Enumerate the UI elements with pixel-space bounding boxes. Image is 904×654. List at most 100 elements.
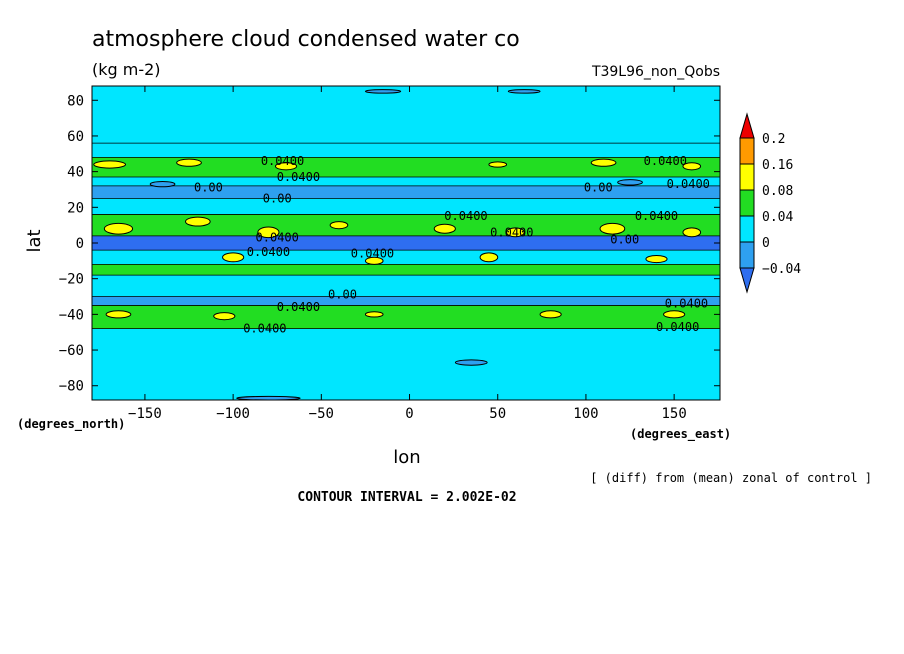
zonal-band	[92, 235, 720, 251]
contour-patch	[507, 89, 541, 94]
colorbar-bin	[739, 163, 755, 191]
colorbar-under-arrow	[739, 267, 755, 294]
contour-interval: CONTOUR INTERVAL = 2.002E-02	[297, 490, 516, 505]
y-tick-label: −60	[59, 343, 84, 359]
zonal-band	[92, 214, 720, 236]
colorbar-bin	[739, 137, 755, 165]
contour-label: 0.00	[584, 181, 613, 195]
x-tick-label: −50	[309, 406, 334, 422]
y-axis: 80 60 40 20 0 −20 −40 −60 −80	[59, 93, 720, 395]
colorbar-over-arrow	[739, 112, 755, 139]
contour-label: 0.0400	[277, 170, 320, 184]
y-tick-label: 0	[76, 236, 84, 252]
contour-patch	[149, 180, 176, 188]
y-tick-label: 20	[67, 200, 84, 216]
contour-patch	[103, 222, 134, 235]
contour-patch	[257, 226, 280, 239]
x-tick-label: 150	[661, 406, 686, 422]
contour-patch	[213, 312, 236, 321]
x-axis: −150 −100 −50 0 50 100 150	[128, 86, 687, 422]
colorbar: 0.2 0.16 0.08 0.04 0 −0.04	[739, 112, 801, 294]
y-tick-label: −20	[59, 272, 84, 288]
contour-label: 0.00	[610, 232, 639, 246]
contour-label: 0.00	[263, 191, 292, 205]
contour-label: 0.0400	[261, 154, 304, 168]
contour-label: 0.00	[328, 288, 357, 302]
y-unit-label: (degrees_north)	[17, 417, 125, 432]
contour-label: 0.0400	[247, 245, 290, 259]
contour-patch	[682, 227, 702, 238]
x-unit-label: (degrees_east)	[630, 427, 731, 442]
zonal-band	[92, 143, 720, 158]
contour-patch	[236, 395, 301, 401]
zonal-band	[92, 250, 720, 265]
contour-label: 0.0400	[665, 297, 708, 311]
contour-patch	[488, 161, 508, 168]
contour-label: 0.0400	[243, 322, 286, 336]
contour-label: 0.0400	[635, 209, 678, 223]
contour-patch	[590, 158, 617, 167]
colorbar-bin	[739, 215, 755, 243]
colorbar-label: 0.2	[762, 132, 785, 147]
zonal-band	[92, 157, 720, 177]
x-tick-label: −150	[128, 406, 162, 422]
contour-patch	[539, 310, 562, 319]
y-tick-label: −80	[59, 379, 84, 395]
plot-area: 0.04000.04000.000.000.04000.04000.04000.…	[91, 85, 721, 401]
contour-patch	[364, 311, 384, 318]
contour-patch	[433, 223, 456, 234]
contour-label: 0.0400	[277, 300, 320, 314]
zonal-band	[92, 86, 720, 144]
contour-patch	[506, 227, 525, 238]
chart-units: (kg m-2)	[92, 60, 161, 79]
colorbar-label: 0.16	[762, 158, 793, 173]
y-tick-label: 40	[67, 165, 84, 181]
contour-patch	[176, 158, 202, 167]
contour-patch	[184, 216, 211, 227]
contour-patch	[599, 222, 626, 235]
contour-patch	[454, 359, 488, 366]
colorbar-bin	[739, 189, 755, 217]
contour-patch	[222, 252, 245, 263]
colorbar-label: 0	[762, 236, 770, 251]
contour-label: 0.0400	[667, 177, 710, 191]
contour-patch	[617, 179, 643, 186]
colorbar-label: −0.04	[762, 262, 801, 277]
contour-patch	[479, 252, 499, 263]
contour-patch	[645, 254, 668, 264]
zonal-band	[92, 176, 720, 186]
zonal-band	[92, 275, 720, 297]
chart-title: atmosphere cloud condensed water co	[92, 27, 520, 52]
x-axis-label: lon	[393, 447, 420, 468]
contour-patch	[329, 221, 349, 230]
x-tick-label: 50	[489, 406, 506, 422]
contour-label: 0.0400	[644, 154, 687, 168]
contour-label: 0.0400	[351, 247, 394, 261]
y-tick-label: 80	[67, 93, 84, 109]
contour-label: 0.0400	[656, 320, 699, 334]
x-tick-label: 0	[405, 406, 413, 422]
contour-patch	[682, 162, 702, 171]
zonal-band	[92, 264, 720, 276]
colorbar-label: 0.08	[762, 184, 793, 199]
colorbar-label: 0.04	[762, 210, 793, 225]
x-tick-label: 100	[573, 406, 598, 422]
zonal-band	[92, 185, 720, 199]
contour-label: 0.0400	[256, 231, 299, 245]
x-tick-label: −100	[216, 406, 250, 422]
contour-patch	[364, 89, 402, 94]
y-tick-label: −40	[59, 307, 84, 323]
contour-patch	[274, 162, 298, 171]
contour-patch	[364, 256, 384, 265]
y-tick-label: 60	[67, 129, 84, 145]
zonal-band	[92, 328, 720, 400]
contour-patch	[663, 310, 686, 319]
colorbar-bin	[739, 241, 755, 269]
contour-label: 0.0400	[444, 209, 487, 223]
contour-label: 0.00	[194, 181, 223, 195]
zonal-band	[92, 296, 720, 306]
diff-note: [ (diff) from (mean) zonal of control ]	[590, 471, 872, 485]
run-label: T39L96_non_Qobs	[591, 64, 720, 80]
y-axis-label: lat	[24, 229, 45, 252]
